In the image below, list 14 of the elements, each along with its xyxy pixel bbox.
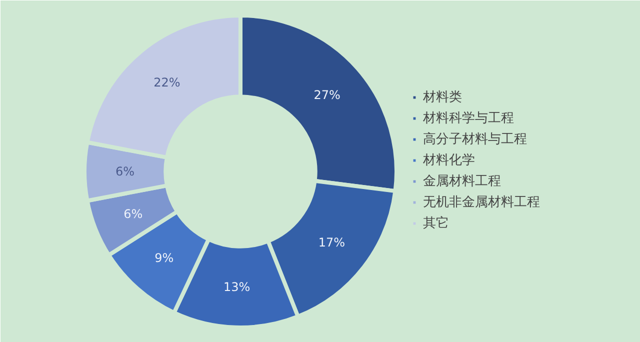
data-label: 6% — [124, 206, 143, 221]
legend-label: 其它 — [423, 214, 449, 232]
legend-label: 材料类 — [423, 88, 462, 106]
legend-label: 高分子材料与工程 — [423, 130, 527, 148]
data-label: 6% — [116, 164, 135, 178]
legend-label: 材料化学 — [423, 151, 475, 169]
data-label: 27% — [314, 88, 340, 102]
data-label: 22% — [154, 76, 180, 90]
legend-label: 材料科学与工程 — [423, 109, 514, 127]
data-label: 9% — [154, 251, 174, 266]
legend-label: 无机非金属材料工程 — [423, 193, 540, 211]
data-label: 13% — [224, 280, 250, 294]
data-label: 17% — [318, 235, 346, 250]
legend-label: 金属材料工程 — [423, 172, 501, 190]
